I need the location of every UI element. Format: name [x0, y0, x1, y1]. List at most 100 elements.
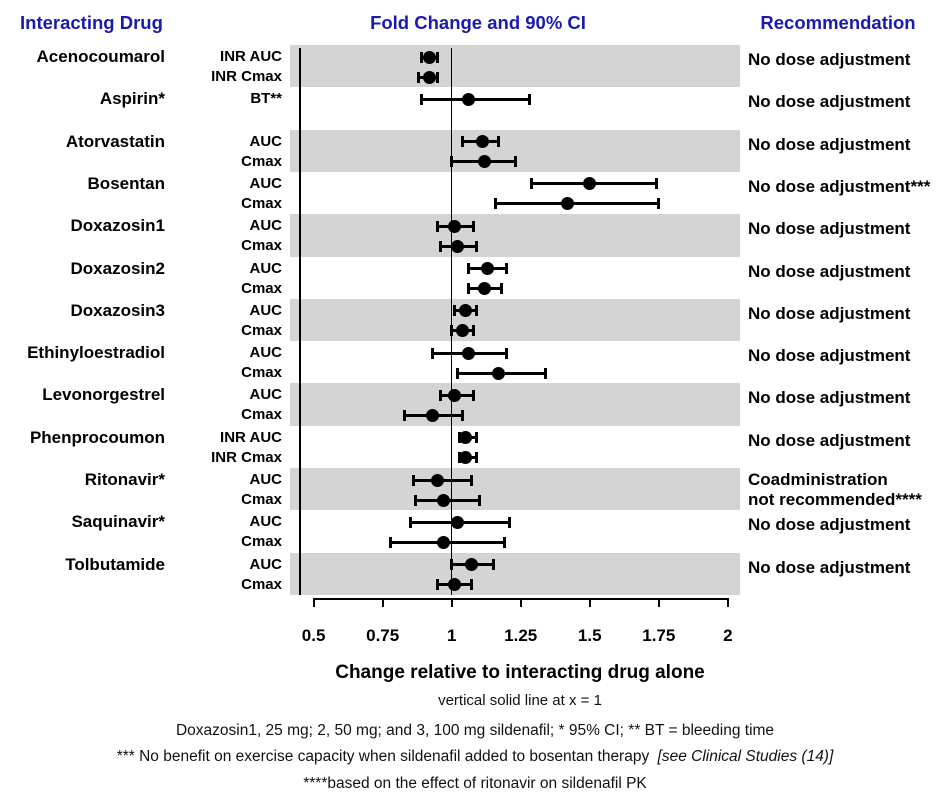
ci-cap-right — [497, 136, 501, 148]
forest-plot: Acenocoumarol INR AUC INR Cmax No dose adju… — [0, 45, 950, 595]
point-estimate — [461, 346, 475, 360]
measure-label: Cmax — [241, 279, 282, 297]
measure-label: AUC — [249, 174, 283, 192]
recommendation-text: No dose adjustment — [748, 515, 948, 535]
gray-band — [290, 45, 740, 88]
x-tick-label: 0.5 — [301, 626, 326, 645]
ci-cap-left — [450, 559, 454, 571]
ci-cap-left — [450, 325, 454, 337]
ci-bar — [421, 97, 529, 101]
ci-cap-right — [472, 220, 476, 232]
point-estimate — [456, 324, 470, 338]
x-tick — [381, 598, 384, 607]
ci-cap-right — [436, 51, 440, 63]
drug-label: Levonorgestrel — [42, 385, 165, 405]
point-estimate — [459, 451, 472, 465]
x-tick-label: 1.25 — [504, 626, 538, 645]
gray-band — [290, 383, 740, 426]
measure-label: INR AUC — [220, 48, 282, 65]
x-tick — [657, 598, 660, 607]
x-tick — [726, 598, 729, 607]
footnote-bosentan-text: *** No benefit on exercise capacity when… — [116, 748, 650, 765]
point-estimate — [461, 92, 475, 106]
point-estimate — [436, 535, 450, 549]
plot-left-border — [299, 48, 301, 595]
ci-cap-left — [436, 579, 440, 591]
drug-label: Doxazosin2 — [70, 258, 165, 278]
drug-label: Acenocoumarol — [36, 47, 165, 66]
ci-cap-right — [469, 474, 473, 486]
ci-cap-right — [544, 367, 548, 379]
recommendation-text: No dose adjustment — [748, 262, 948, 282]
ci-cap-right — [657, 198, 661, 210]
recommendation-line: No dose adjustment — [748, 515, 911, 535]
point-estimate — [447, 578, 461, 592]
measure-label: INR Cmax — [211, 68, 282, 85]
x-tick — [588, 598, 591, 607]
footnote-doses: Doxazosin1, 25 mg; 2, 50 mg; and 3, 100 … — [175, 722, 775, 739]
drug-label: Ethinyloestradiol — [27, 343, 165, 363]
recommendation-text: No dose adjustment — [748, 50, 948, 70]
recommendation-line: No dose adjustment — [748, 261, 911, 281]
measure-label: AUC — [249, 513, 283, 531]
point-estimate — [478, 282, 492, 296]
x-tick-label: 1.75 — [642, 626, 676, 645]
column-header-fold-change: Fold Change and 90% CI — [370, 12, 586, 33]
measure-label: BT** — [250, 90, 282, 108]
ci-bar — [495, 202, 659, 206]
drug-label: Atorvastatin — [65, 131, 165, 151]
footnote-bosentan: *** No benefit on exercise capacity when… — [0, 748, 950, 766]
measure-label: AUC — [249, 555, 283, 573]
x-axis-line — [313, 598, 728, 600]
measure-label: AUC — [249, 259, 283, 277]
point-estimate — [423, 70, 437, 84]
point-estimate — [450, 515, 464, 529]
recommendation-text: No dose adjustment — [748, 346, 948, 366]
point-estimate — [447, 388, 461, 402]
point-estimate — [464, 558, 478, 572]
measure-label: AUC — [249, 471, 283, 489]
x-tick — [450, 598, 453, 607]
ci-cap-left — [455, 367, 459, 379]
ci-cap-left — [408, 516, 412, 528]
ci-cap-right — [499, 283, 503, 295]
ci-cap-left — [403, 409, 407, 421]
recommendation-text: Coadministration not recommended**** — [748, 470, 948, 510]
recommendation-text: No dose adjustment — [748, 304, 948, 324]
recommendation-text: No dose adjustment — [748, 388, 948, 408]
ci-cap-left — [417, 71, 421, 83]
ci-cap-left — [494, 198, 498, 210]
point-estimate — [561, 197, 575, 211]
point-estimate — [425, 408, 439, 422]
ci-cap-left — [436, 220, 440, 232]
recommendation-text: No dose adjustment — [748, 92, 948, 112]
measure-label: Cmax — [241, 491, 282, 509]
measure-label: Cmax — [241, 364, 282, 382]
recommendation-line: No dose adjustment — [748, 557, 911, 577]
point-estimate — [492, 366, 506, 380]
recommendation-line: No dose adjustment — [748, 303, 911, 323]
point-estimate — [475, 135, 489, 149]
drug-label: Saquinavir* — [71, 512, 165, 532]
x-axis-title: Change relative to interacting drug alon… — [335, 662, 705, 683]
point-estimate — [459, 431, 472, 445]
measure-label: INR AUC — [220, 428, 282, 446]
gray-band — [290, 552, 740, 595]
ci-cap-right — [475, 305, 479, 317]
column-header-recommendation: Recommendation — [760, 12, 916, 33]
reference-line — [450, 48, 453, 595]
ci-cap-left — [530, 178, 534, 190]
ci-cap-left — [461, 136, 465, 148]
ci-cap-left — [389, 536, 393, 548]
drug-label: Doxazosin1 — [70, 216, 165, 236]
ci-cap-left — [419, 93, 423, 105]
ci-cap-left — [466, 263, 470, 275]
recommendation-text: No dose adjustment — [748, 135, 948, 155]
ci-cap-left — [414, 494, 418, 506]
ci-cap-right — [475, 432, 479, 444]
measure-label: Cmax — [241, 237, 282, 255]
ci-cap-right — [505, 263, 509, 275]
recommendation-line: No dose adjustment — [748, 430, 911, 450]
footnote-reference-line: vertical solid line at x = 1 — [438, 692, 602, 709]
x-tick-label: 1.5 — [577, 626, 602, 645]
